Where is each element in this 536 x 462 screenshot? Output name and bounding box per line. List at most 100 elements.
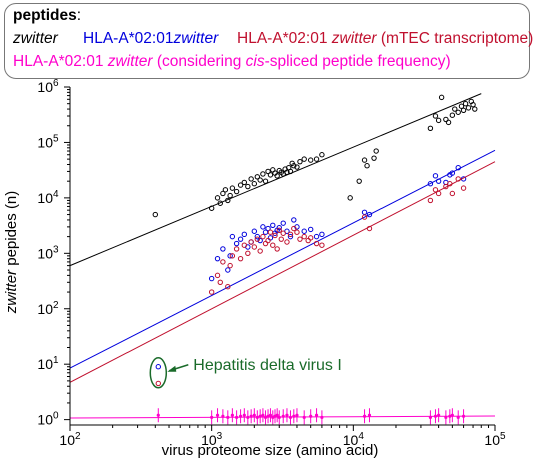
annotation-arrowhead <box>167 365 177 372</box>
data-point <box>248 176 254 182</box>
data-point <box>449 112 456 118</box>
data-point <box>225 267 231 273</box>
data-point <box>443 116 449 123</box>
data-point <box>208 289 215 295</box>
fit-line <box>69 161 496 383</box>
data-point <box>237 236 244 242</box>
data-point <box>445 119 452 126</box>
data-point <box>285 413 289 417</box>
fit-line <box>69 93 482 267</box>
data-point <box>210 415 214 419</box>
legend-box: peptides: zwitter HLA-A*02:01zwitter HLA… <box>4 3 533 79</box>
data-point <box>220 259 226 265</box>
data-point <box>249 414 253 418</box>
data-point <box>284 169 290 175</box>
data-point <box>288 415 293 419</box>
data-point <box>251 228 258 234</box>
data-point <box>361 209 368 215</box>
data-point <box>319 231 325 238</box>
data-point <box>265 237 271 244</box>
y-tick-label: 100 <box>37 411 59 428</box>
data-point <box>287 231 294 238</box>
data-point <box>242 413 246 417</box>
data-point <box>460 107 467 113</box>
data-point <box>229 233 236 240</box>
annotation-label: Hepatitis delta virus I <box>193 357 342 374</box>
x-tick-label: 103 <box>201 431 223 448</box>
data-point <box>320 415 324 419</box>
data-point <box>214 195 221 201</box>
data-point <box>449 190 456 197</box>
legend-entry-hla-mtec: HLA-A*02:01 zwitter (mTEC transcriptome) <box>237 31 533 47</box>
legend-text: zwitter <box>13 30 58 47</box>
data-point <box>356 178 362 184</box>
data-point <box>361 157 368 163</box>
data-point <box>427 181 434 187</box>
data-point <box>238 414 243 418</box>
data-point <box>295 413 299 417</box>
data-point <box>214 255 221 262</box>
data-point <box>435 190 442 197</box>
data-point <box>281 414 285 418</box>
data-point <box>276 224 282 231</box>
data-point <box>448 414 452 418</box>
data-point <box>452 106 458 112</box>
legend-text: HLA-A*02:01 <box>13 53 108 70</box>
y-tick-label: 105 <box>37 133 59 150</box>
data-point <box>435 117 442 124</box>
data-point <box>367 413 372 417</box>
data-point <box>227 192 233 199</box>
data-point <box>433 414 438 418</box>
data-point <box>470 101 476 108</box>
data-point <box>258 414 262 418</box>
legend-text: zwitter <box>107 53 153 70</box>
data-point <box>225 283 231 290</box>
data-point <box>262 178 269 184</box>
data-point <box>266 414 270 418</box>
legend-entry-hla-cis-spliced: HLA-A*02:01 zwitter (considering cis-spl… <box>13 54 451 70</box>
data-point <box>237 182 244 188</box>
data-point <box>301 156 307 162</box>
data-point <box>263 415 268 419</box>
data-point <box>248 239 254 245</box>
data-point <box>287 168 294 175</box>
data-point <box>438 94 445 101</box>
data-point <box>241 242 248 248</box>
data-point <box>364 163 370 169</box>
axes-layer: 102 103 104 105 100 101 102 103 104 105 106 <box>37 78 506 448</box>
data-point <box>233 246 240 252</box>
data-point <box>443 183 449 190</box>
data-point <box>472 106 478 112</box>
data-point <box>362 414 367 418</box>
data-point <box>461 414 466 418</box>
data-point <box>280 220 286 226</box>
data-point <box>278 236 284 242</box>
x-tick-label: 105 <box>484 431 506 448</box>
legend-text: -spliced peptide frequency) <box>264 53 451 70</box>
legend-text: zwitter <box>173 30 219 47</box>
data-point <box>314 413 319 417</box>
data-point <box>257 177 263 183</box>
data-point <box>208 275 215 282</box>
data-point <box>221 414 225 418</box>
data-point <box>255 415 259 419</box>
y-tick-label: 101 <box>37 355 59 372</box>
data-point <box>225 197 231 204</box>
data-point <box>292 414 296 418</box>
legend-text: zwitter <box>331 30 377 47</box>
data-point <box>217 279 223 286</box>
data-point <box>450 413 454 417</box>
data-point <box>280 230 286 236</box>
data-point <box>235 415 239 419</box>
series-0 <box>69 93 482 267</box>
data-point <box>252 413 256 417</box>
data-point <box>371 155 377 161</box>
data-point <box>152 211 158 218</box>
data-point <box>427 197 434 204</box>
data-point <box>276 227 282 234</box>
data-point <box>245 183 251 190</box>
data-point <box>229 253 236 259</box>
data-point <box>427 125 434 131</box>
data-point <box>226 415 230 419</box>
